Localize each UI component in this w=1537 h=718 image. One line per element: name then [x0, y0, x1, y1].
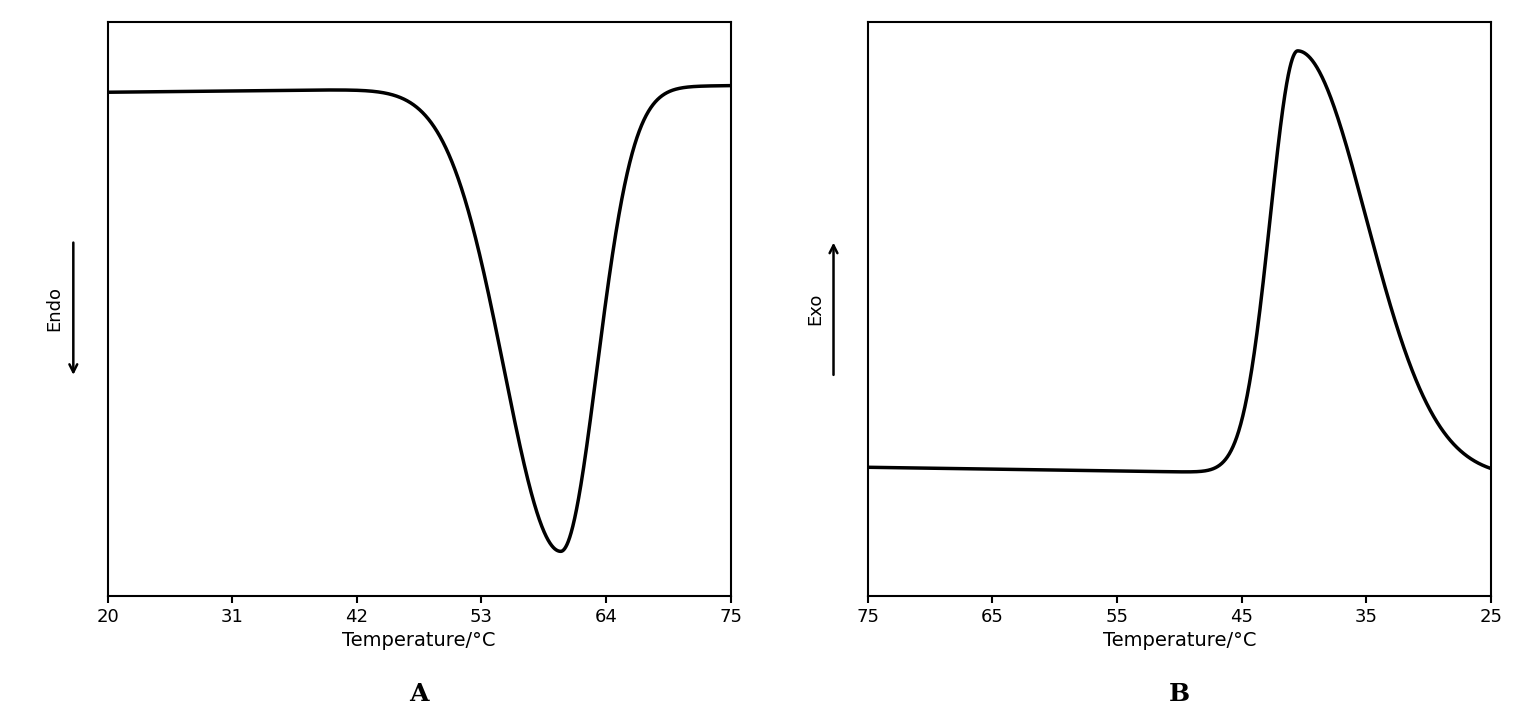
Text: A: A	[409, 681, 429, 706]
Text: Exo: Exo	[805, 292, 824, 325]
Text: B: B	[1168, 681, 1190, 706]
Text: Endo: Endo	[46, 286, 63, 331]
X-axis label: Temperature/°C: Temperature/°C	[1102, 631, 1256, 651]
X-axis label: Temperature/°C: Temperature/°C	[343, 631, 496, 651]
